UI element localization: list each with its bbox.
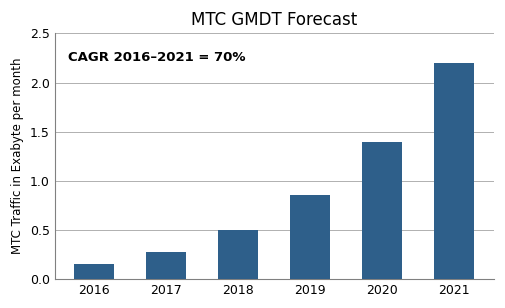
Y-axis label: MTC Traffic in Exabyte per month: MTC Traffic in Exabyte per month xyxy=(11,58,24,254)
Title: MTC GMDT Forecast: MTC GMDT Forecast xyxy=(191,11,358,29)
Bar xyxy=(219,230,258,279)
Bar xyxy=(290,195,330,279)
Bar xyxy=(75,264,114,279)
Text: CAGR 2016–2021 = 70%: CAGR 2016–2021 = 70% xyxy=(68,51,245,64)
Bar xyxy=(146,252,186,279)
Bar xyxy=(434,63,474,279)
Bar xyxy=(363,141,402,279)
